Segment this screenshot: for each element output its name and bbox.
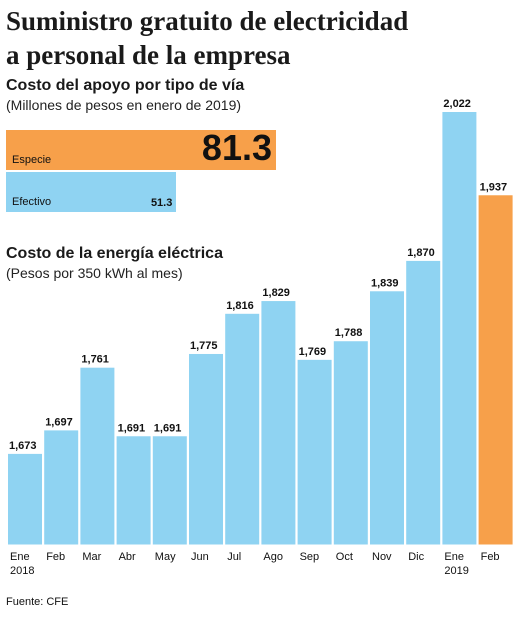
bar-0 <box>8 453 42 545</box>
energy-heading: Costo de la energía eléctrica <box>6 245 223 262</box>
bar-4 <box>152 436 187 545</box>
tick-label-10: Nov <box>372 551 392 563</box>
bar-1 <box>44 430 79 545</box>
data-label-13: 1,937 <box>480 181 508 193</box>
label-efectivo: Efectivo <box>12 196 52 208</box>
tick-label-13: Feb <box>481 551 500 563</box>
data-label-12: 2,022 <box>443 98 471 110</box>
label-especie: Especie <box>12 154 52 166</box>
value-efectivo: 51.3 <box>150 197 173 209</box>
bar-13 <box>478 195 513 545</box>
bar-2 <box>80 367 115 545</box>
data-label-9: 1,788 <box>335 327 363 339</box>
chart-title: Suministro gratuito de electricidad a pe… <box>6 4 514 72</box>
data-label-5: 1,775 <box>190 340 218 352</box>
tick-label-8: Sep <box>300 551 320 563</box>
bar-11 <box>406 260 441 545</box>
year-label-0: 2018 <box>10 565 34 577</box>
tick-label-6: Jul <box>227 551 241 563</box>
tick-label-0: Ene <box>10 551 30 563</box>
data-label-0: 1,673 <box>9 440 37 452</box>
data-label-6: 1,816 <box>226 300 254 312</box>
tick-label-7: Ago <box>263 551 283 563</box>
tick-label-2: Mar <box>82 551 101 563</box>
tick-label-3: Abr <box>119 551 136 563</box>
tick-label-12: Ene <box>444 551 464 563</box>
data-label-10: 1,839 <box>371 277 399 289</box>
support-heading: Costo del apoyo por tipo de vía <box>6 77 245 94</box>
title-line-2: a personal de la empresa <box>6 40 291 70</box>
bar-12 <box>442 112 477 545</box>
title-line-1: Suministro gratuito de electricidad <box>6 6 409 36</box>
bar-7 <box>261 301 296 545</box>
data-label-4: 1,691 <box>154 422 182 434</box>
bar-especie: Especie 81.3 <box>6 127 276 170</box>
tick-label-1: Feb <box>46 551 65 563</box>
data-label-1: 1,697 <box>45 416 73 428</box>
bar-3 <box>116 436 151 545</box>
data-label-8: 1,769 <box>299 346 327 358</box>
data-label-7: 1,829 <box>262 287 290 299</box>
tick-label-9: Oct <box>336 551 353 563</box>
year-label-12: 2019 <box>444 565 468 577</box>
bar-10 <box>370 291 404 545</box>
bar-efectivo: Efectivo 51.3 <box>6 172 177 212</box>
data-label-2: 1,761 <box>81 354 109 366</box>
value-especie: 81.3 <box>201 127 272 168</box>
data-label-11: 1,870 <box>407 247 435 259</box>
tick-label-11: Dic <box>408 551 424 563</box>
bar-6 <box>225 313 260 545</box>
tick-label-4: May <box>155 551 176 563</box>
data-label-3: 1,691 <box>118 422 146 434</box>
support-units: (Millones de pesos en enero de 2019) <box>6 97 242 113</box>
tick-label-5: Jun <box>191 551 209 563</box>
bar-9 <box>333 341 368 545</box>
energy-units: (Pesos por 350 kWh al mes) <box>6 265 183 281</box>
bar-8 <box>297 359 332 545</box>
bar-5 <box>189 353 223 545</box>
source-note: Fuente: CFE <box>6 596 69 608</box>
